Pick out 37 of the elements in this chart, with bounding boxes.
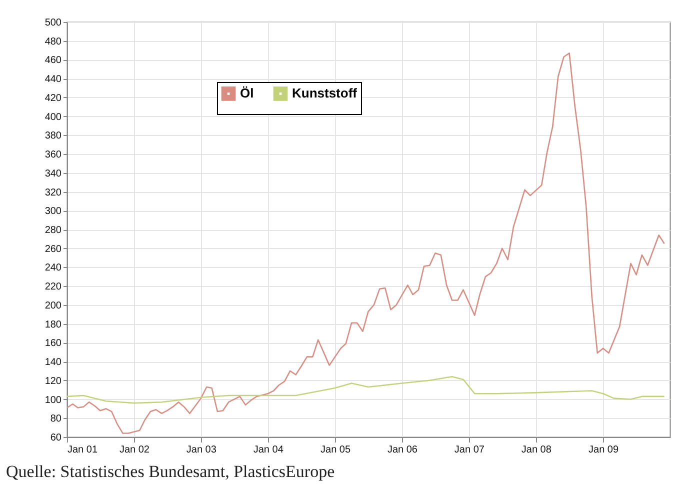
- y-tick-label: 120: [44, 376, 62, 387]
- y-tick-label: 200: [44, 300, 62, 312]
- x-tick-label: Jan 07: [454, 444, 485, 456]
- y-tick-label: 180: [44, 319, 62, 330]
- legend-label: Öl: [240, 86, 254, 101]
- y-tick-label: 360: [44, 150, 62, 161]
- y-tick-label: 280: [44, 225, 62, 236]
- x-tick-label: Jan 05: [320, 444, 351, 456]
- y-tick-label: 160: [44, 338, 62, 350]
- y-tick-label: 60: [50, 432, 62, 444]
- line-series: [66, 376, 665, 404]
- x-tick-label: Jan 04: [253, 444, 284, 456]
- y-tick-label: 420: [44, 92, 62, 104]
- x-tick-label: Jan 06: [387, 444, 418, 456]
- y-tick-label: 140: [44, 357, 62, 368]
- y-tick-label: 240: [44, 262, 62, 274]
- y-tick-label: 80: [50, 414, 62, 425]
- y-tick-label: 300: [44, 206, 62, 218]
- legend-label: Kunststoff: [292, 86, 358, 101]
- source-note: Quelle: Statistisches Bundesamt, PlasticsEurope: [6, 462, 335, 482]
- y-tick-label: 340: [44, 168, 62, 180]
- x-tick-label: Jan 01: [68, 444, 98, 456]
- y-tick-label: 100: [44, 394, 62, 406]
- x-tick-label: Jan 02: [119, 444, 150, 456]
- y-tick-label: 220: [44, 282, 62, 293]
- y-tick-label: 500: [44, 18, 62, 28]
- x-tick-label: Jan 08: [521, 444, 552, 456]
- y-tick-label: 440: [44, 74, 62, 86]
- y-tick-label: 320: [44, 187, 62, 198]
- x-tick-label: Jan 09: [588, 444, 619, 456]
- y-tick-label: 380: [44, 130, 62, 142]
- x-tick-label: Jan 03: [186, 444, 217, 456]
- y-tick-label: 260: [44, 244, 62, 255]
- y-tick-label: 480: [44, 36, 62, 48]
- y-tick-label: 400: [44, 112, 62, 123]
- line-series: [66, 52, 665, 434]
- y-tick-label: 460: [44, 55, 62, 66]
